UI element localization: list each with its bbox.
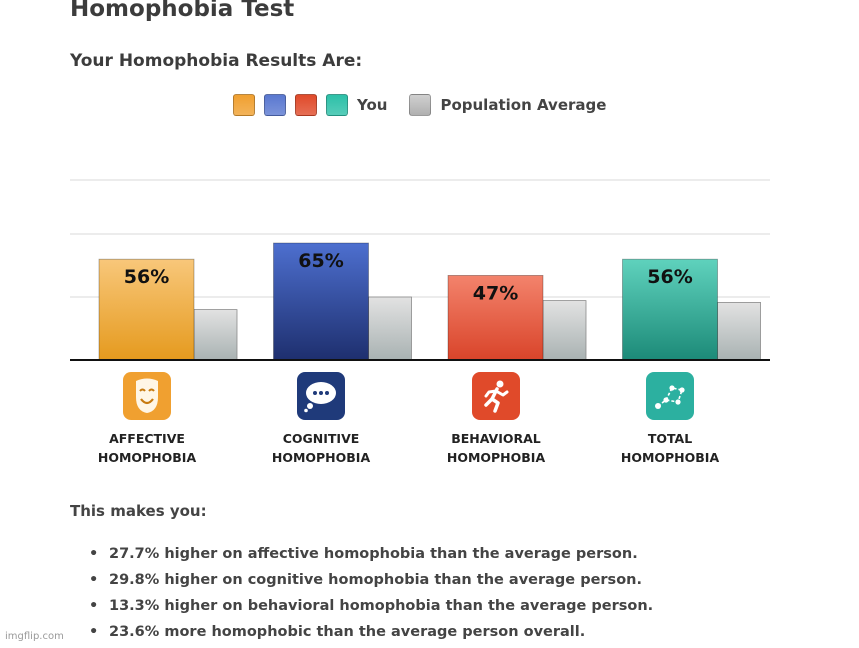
category-label-total: TOTAL HOMOPHOBIA	[620, 431, 720, 465]
category-label-behavioral: BEHAVIORAL HOMOPHOBIA	[446, 431, 546, 465]
category-cognitive: COGNITIVE HOMOPHOBIA	[246, 372, 396, 467]
watermark: imgflip.com	[5, 631, 64, 642]
bar-chart: 56% 65% 47% 56%	[70, 179, 770, 361]
bar-value-label-2: 65%	[298, 250, 343, 272]
bar-you-1	[98, 258, 195, 361]
summary-item-cognitive: 29.8% higher on cognitive homophobia tha…	[89, 567, 653, 593]
bar-value-label-3: 47%	[473, 282, 518, 304]
summary-item-overall: 23.6% more homophobic than the average p…	[89, 619, 653, 645]
bar-population-3	[542, 300, 587, 361]
mask-icon	[123, 372, 171, 420]
category-total: TOTAL HOMOPHOBIA	[595, 372, 745, 467]
bar-population-2	[368, 296, 412, 361]
summary-item-affective: 27.7% higher on affective homophobia tha…	[89, 541, 653, 567]
category-behavioral: BEHAVIORAL HOMOPHOBIA	[421, 372, 571, 467]
category-affective: AFFECTIVE HOMOPHOBIA	[72, 372, 222, 467]
legend-label-population: Population Average	[440, 96, 607, 114]
legend-swatch-population	[409, 94, 432, 116]
legend-swatch-you-2	[264, 94, 286, 116]
thought-bubble-icon	[297, 372, 345, 420]
bar-you-3	[447, 275, 544, 361]
bar-value-label-1: 56%	[124, 266, 169, 288]
page-title: Homophobia Test	[70, 0, 295, 22]
bar-population-1	[193, 309, 238, 361]
results-subtitle: Your Homophobia Results Are:	[70, 51, 363, 71]
legend: You Population Average	[233, 93, 606, 117]
category-label-affective: AFFECTIVE HOMOPHOBIA	[97, 431, 197, 465]
legend-label-you: You	[357, 96, 388, 114]
legend-swatch-you-3	[295, 94, 317, 116]
legend-swatch-you-4	[326, 94, 348, 116]
bar-you-4	[622, 258, 718, 361]
running-person-icon	[472, 372, 520, 420]
summary-item-behavioral: 13.3% higher on behavioral homophobia th…	[89, 593, 653, 619]
bar-value-label-4: 56%	[647, 266, 692, 288]
summary-list: 27.7% higher on affective homophobia tha…	[89, 541, 653, 645]
constellation-icon	[646, 372, 694, 420]
legend-swatch-you-1	[233, 94, 255, 116]
summary-heading: This makes you:	[70, 502, 207, 520]
bar-population-4	[717, 301, 761, 361]
bar-you-2	[273, 242, 369, 361]
category-label-cognitive: COGNITIVE HOMOPHOBIA	[271, 431, 371, 465]
